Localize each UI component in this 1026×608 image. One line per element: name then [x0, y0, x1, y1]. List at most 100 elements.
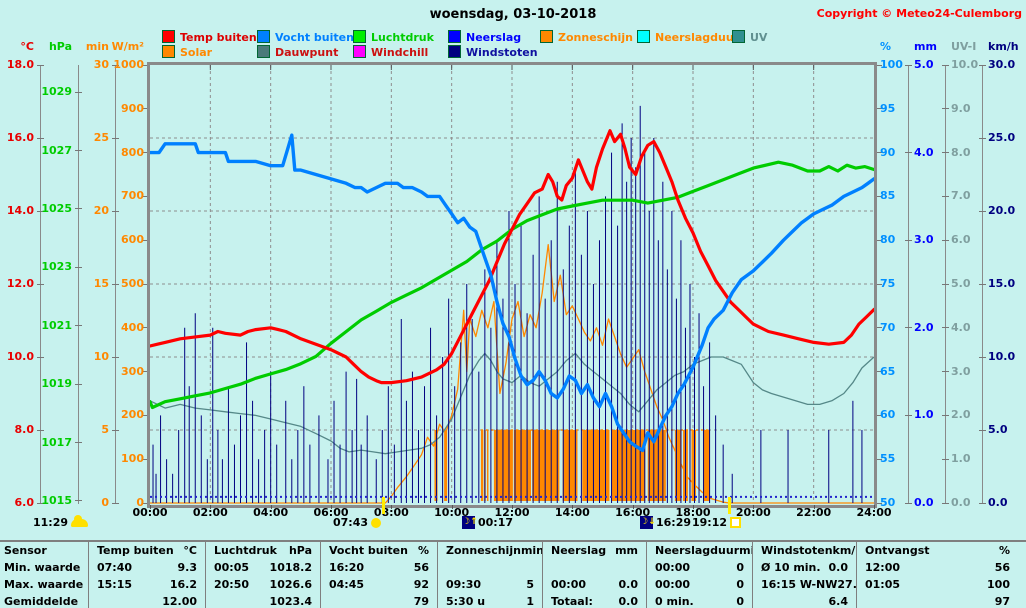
x-axis-label: 14:00: [554, 506, 590, 519]
stats-cell-value: 79: [413, 595, 429, 608]
legend-item-windstoten: Windstoten: [448, 45, 538, 59]
tick-label: 3.0: [951, 364, 971, 378]
axis-tick: [75, 442, 82, 444]
tick-label: 7.0: [951, 189, 971, 203]
axis-tick: [942, 239, 949, 241]
page-title: woensdag, 03-10-2018: [429, 7, 597, 22]
axis-tick: [143, 152, 150, 154]
stats-cell-time: 20:50: [214, 578, 250, 591]
axis-tick: [37, 210, 44, 212]
tick-label: 8.0: [14, 423, 35, 436]
marker-time-label: 11:29: [33, 516, 69, 529]
chart-canvas: [148, 65, 876, 504]
x-axis-tick: [150, 505, 151, 509]
axis-tick: [75, 266, 82, 268]
time-marker-moon-cloud: 11:29: [33, 514, 89, 529]
x-axis-tick: [572, 505, 574, 509]
axis-tick: [979, 429, 986, 431]
axis-line: [78, 65, 79, 504]
series-temp-buiten: [148, 129, 876, 385]
legend-item-windchill: Windchill: [353, 45, 428, 59]
stats-row-header: Gemiddelde: [4, 595, 79, 608]
series-zonneschijn-bar: [702, 430, 710, 501]
legend-item-uv: UV: [732, 30, 768, 44]
marker-time-label: 07:43: [333, 516, 369, 529]
axis-tick: [875, 152, 882, 154]
legend-swatch-vocht-buiten-icon: [257, 30, 270, 43]
stats-cell-time: 04:45: [329, 578, 365, 591]
tick-label: 4.0: [951, 320, 971, 334]
axis-unit-label: W/m²: [111, 40, 144, 53]
axis-tick: [112, 429, 119, 431]
legend-swatch-luchtdruk-icon: [353, 30, 366, 43]
tick-label: 4.0: [914, 145, 934, 159]
stats-cell-value: 56: [994, 561, 1010, 574]
stats-cell: 07:40 9.3: [89, 559, 205, 576]
stats-cell: Totaal: 0.0: [543, 593, 646, 608]
axis-unit-label: %: [880, 40, 892, 53]
axis-tick: [942, 108, 949, 110]
axis-line: [908, 65, 909, 504]
tick-label: 95: [880, 101, 896, 115]
x-axis-label: 04:00: [253, 506, 289, 519]
axis-tick: [979, 283, 986, 285]
axis-unit-label: UV-I: [951, 40, 977, 53]
axis-tick: [143, 64, 150, 66]
stats-cell-value: 97: [994, 595, 1010, 608]
stats-cell-value: 0: [736, 578, 744, 591]
legend-label: UV: [750, 31, 768, 44]
legend-item-luchtdruk: Luchtdruk: [353, 30, 434, 44]
stats-cell-time: 12:00: [865, 561, 901, 574]
axis-tick: [942, 283, 949, 285]
x-axis-tick: [693, 505, 694, 509]
tick-label: 20.0: [988, 204, 1016, 217]
x-axis-tick: [632, 505, 634, 509]
time-marker-moonset: ☽↓ 16:29: [640, 516, 691, 529]
tick-label: 6.0: [951, 233, 971, 247]
axis-tick: [905, 414, 912, 416]
chart-plot: [147, 62, 877, 508]
x-axis-label: 20:00: [735, 506, 771, 519]
sunset-line: [728, 497, 732, 514]
x-axis-label: 00:00: [132, 506, 168, 519]
stats-column-name: Vocht buiten: [329, 544, 408, 557]
tick-label: 5.0: [951, 277, 971, 290]
axis-tick: [875, 108, 882, 110]
tick-label: 20: [93, 204, 109, 217]
stats-cell-value: 0: [736, 595, 744, 608]
axis-tick: [942, 327, 949, 329]
stats-cell-time: 5:30 u: [446, 595, 486, 608]
tick-label: 60: [880, 408, 896, 422]
axis-tick: [112, 283, 119, 285]
axis-tick: [905, 64, 912, 66]
stats-cell-time: 00:05: [214, 561, 250, 574]
stats-cell: 01:05 100: [857, 576, 1018, 593]
tick-label: 15.0: [988, 277, 1016, 290]
stats-column-sensor: Sensor Min. waarde Max. waarde Gemiddelde: [0, 542, 88, 608]
axis-tick: [875, 195, 882, 197]
stats-cell-value: 1023.4: [269, 595, 312, 608]
x-axis-label: 18:00: [675, 506, 711, 519]
stats-column-name: Zonneschijn: [446, 544, 521, 557]
series-zonneschijn-bar: [674, 430, 682, 501]
stats-cell: 09:30 5: [438, 576, 542, 593]
sun-icon: [371, 517, 382, 528]
stats-column-name: Temp buiten: [97, 544, 174, 557]
x-axis-label: 02:00: [192, 506, 228, 519]
tick-label: 65: [880, 364, 896, 378]
stats-cell: 00:05 1018.2: [206, 559, 320, 576]
series-vocht-buiten: [148, 133, 876, 453]
axis-tick: [143, 502, 150, 504]
axis-tick: [875, 458, 882, 460]
axis-tick: [905, 152, 912, 154]
tick-label: 0: [136, 496, 144, 509]
axis-tick: [75, 500, 82, 502]
axis-tick: [979, 356, 986, 358]
stats-cell-time: 07:40: [97, 561, 133, 574]
x-axis-label: 24:00: [856, 506, 892, 519]
tick-label: 1015: [41, 493, 72, 507]
series-zonneschijn-bar: [691, 430, 697, 501]
tick-label: 9.0: [951, 101, 971, 115]
stats-cell: [438, 559, 542, 576]
legend-item-temp-buiten: Temp buiten: [162, 30, 257, 44]
